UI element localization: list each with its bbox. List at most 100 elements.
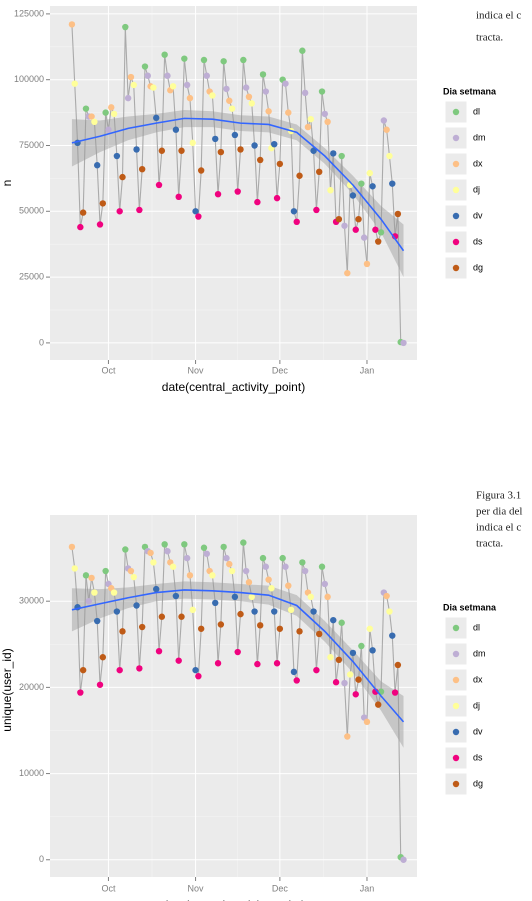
connector-line: [76, 142, 81, 228]
side-text: indica el c: [476, 522, 521, 534]
data-point: [91, 118, 98, 126]
data-point: [262, 563, 270, 570]
data-point: [271, 608, 278, 615]
connector-line: [119, 631, 124, 671]
connector-line: [161, 544, 166, 617]
data-point: [169, 83, 177, 90]
connector-line: [284, 83, 289, 113]
data-point: [217, 148, 225, 156]
data-point: [197, 625, 205, 632]
data-point: [79, 666, 87, 674]
connector-line: [197, 170, 202, 217]
data-point: [293, 677, 300, 684]
data-point: [212, 599, 219, 607]
connector-line: [321, 91, 326, 114]
y-tick-label: 50000: [19, 206, 44, 216]
y-tick-label: 20000: [19, 682, 44, 692]
data-point: [186, 94, 194, 102]
connector-line: [335, 659, 340, 683]
legend-swatch: [452, 160, 460, 168]
connector-line: [82, 575, 87, 671]
data-point: [240, 56, 247, 64]
data-point: [71, 565, 78, 572]
connector-line: [388, 611, 393, 636]
connector-line: [290, 609, 295, 672]
connector-line: [124, 27, 129, 99]
connector-line: [133, 84, 138, 150]
connector-line: [372, 650, 376, 692]
connector-line: [346, 184, 351, 274]
connector-line: [273, 144, 278, 199]
connector-line: [338, 622, 343, 660]
data-point: [389, 632, 396, 639]
connector-line: [315, 633, 320, 671]
connector-line: [239, 59, 244, 150]
data-point: [212, 135, 219, 143]
data-point: [203, 72, 211, 79]
data-point: [363, 260, 371, 268]
data-point: [203, 550, 211, 557]
connector-line: [85, 575, 90, 602]
connector-line: [318, 91, 323, 172]
legend-label: dg: [473, 778, 483, 788]
data-point: [158, 147, 166, 154]
connector-line: [313, 150, 317, 211]
data-point: [96, 681, 104, 688]
data-point: [358, 642, 365, 650]
connector-line: [237, 149, 242, 192]
data-point: [220, 543, 227, 551]
connector-line: [197, 628, 202, 677]
data-point: [161, 51, 168, 58]
data-point: [369, 647, 376, 654]
data-point: [327, 654, 334, 661]
data-point: [124, 94, 132, 102]
data-point: [254, 660, 261, 668]
data-point: [178, 613, 185, 620]
connector-line: [363, 237, 368, 264]
connector-line: [279, 558, 284, 629]
connector-line: [200, 547, 205, 629]
connector-line: [338, 155, 343, 220]
connector-line: [158, 616, 163, 652]
connector-line: [273, 611, 278, 664]
connector-line: [96, 165, 101, 225]
x-tick-label: Oct: [101, 883, 116, 893]
y-tick-label: 30000: [19, 596, 44, 606]
data-point: [175, 657, 182, 664]
x-tick-label: Oct: [101, 365, 116, 375]
data-point: [394, 210, 402, 218]
connector-line: [74, 83, 79, 143]
connector-line: [178, 150, 183, 197]
data-point: [172, 126, 180, 133]
connector-line: [279, 79, 284, 164]
data-point: [119, 628, 126, 635]
data-point: [147, 549, 154, 557]
legend-label: dg: [473, 262, 483, 272]
data-point: [394, 661, 402, 669]
data-point: [226, 97, 233, 104]
y-tick-label: 25000: [19, 271, 44, 281]
data-point: [96, 221, 104, 228]
data-point: [192, 666, 199, 674]
legend-swatch: [452, 238, 460, 246]
confidence-band: [71, 581, 404, 748]
connector-line: [76, 607, 81, 693]
data-point: [223, 85, 230, 93]
connector-line: [220, 546, 225, 625]
data-point: [377, 229, 385, 236]
connector-line: [276, 628, 281, 664]
data-point: [214, 660, 222, 667]
connector-line: [200, 59, 205, 171]
connector-line: [133, 577, 138, 606]
data-point: [110, 110, 118, 118]
data-point: [231, 593, 239, 601]
legend-title: Dia setmana: [443, 602, 497, 612]
data-point: [82, 105, 90, 112]
connector-line: [380, 592, 385, 692]
connector-line: [99, 657, 104, 685]
connector-line: [366, 173, 371, 264]
connector-line: [93, 121, 98, 166]
data-point: [158, 613, 166, 620]
connector-line: [107, 107, 112, 130]
data-point: [200, 544, 208, 551]
